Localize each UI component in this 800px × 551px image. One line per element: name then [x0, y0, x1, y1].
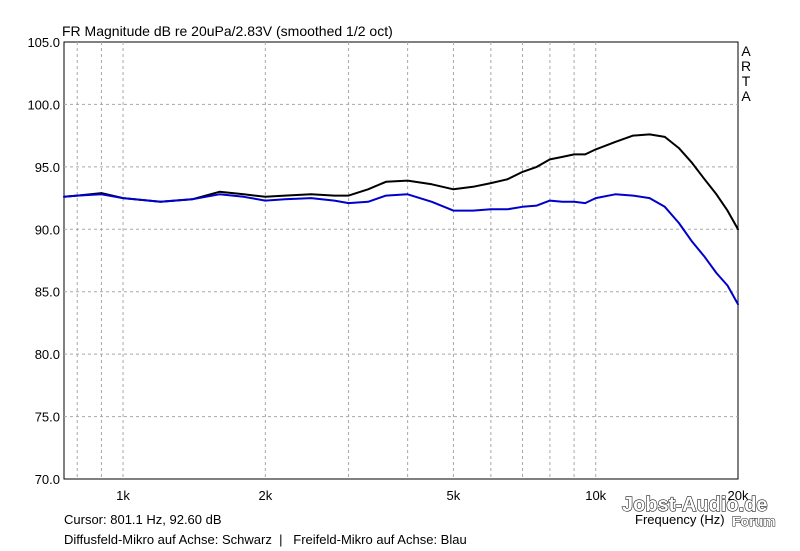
- response-curve: [63, 193, 739, 306]
- y-tick-labels: 70.0 75.0 80.0 85.0 90.0 95.0 100.0 105.0: [27, 35, 60, 487]
- y-tick-label: 70.0: [35, 472, 60, 487]
- x-tick-labels: 1k 2k 5k 10k 20k: [116, 488, 749, 503]
- y-tick-label: 95.0: [35, 160, 60, 175]
- cursor-readout: Cursor: 801.1 Hz, 92.60 dB: [64, 512, 222, 527]
- x-axis-label: Frequency (Hz): [635, 512, 725, 527]
- arta-letter: T: [742, 73, 751, 89]
- chart-title: FR Magnitude dB re 20uPa/2.83V (smoothed…: [62, 23, 393, 39]
- y-tick-label: 85.0: [35, 285, 60, 300]
- watermark-main: Jobst-Audio.de: [622, 494, 768, 516]
- response-curve: [63, 133, 739, 231]
- y-tick-label: 100.0: [27, 97, 60, 112]
- arta-letter: A: [741, 43, 751, 59]
- arta-letter: A: [741, 88, 751, 104]
- x-tick-label: 1k: [116, 488, 130, 503]
- grid-lines: [64, 42, 738, 479]
- curves: [63, 133, 739, 306]
- x-tick-label: 5k: [447, 488, 461, 503]
- legend-text: Diffusfeld-Mikro auf Achse: Schwarz | Fr…: [64, 532, 467, 547]
- watermark-logo: Jobst-Audio.de Forum: [621, 493, 776, 529]
- x-tick-label: 20k: [728, 488, 749, 503]
- watermark-sub: Forum: [732, 513, 776, 529]
- y-tick-label: 105.0: [27, 35, 60, 50]
- y-tick-label: 80.0: [35, 347, 60, 362]
- y-tick-label: 90.0: [35, 222, 60, 237]
- x-tick-label: 2k: [258, 488, 272, 503]
- plot-area: [63, 41, 739, 480]
- arta-letter: R: [741, 58, 751, 74]
- y-tick-label: 75.0: [35, 410, 60, 425]
- x-tick-label: 10k: [585, 488, 606, 503]
